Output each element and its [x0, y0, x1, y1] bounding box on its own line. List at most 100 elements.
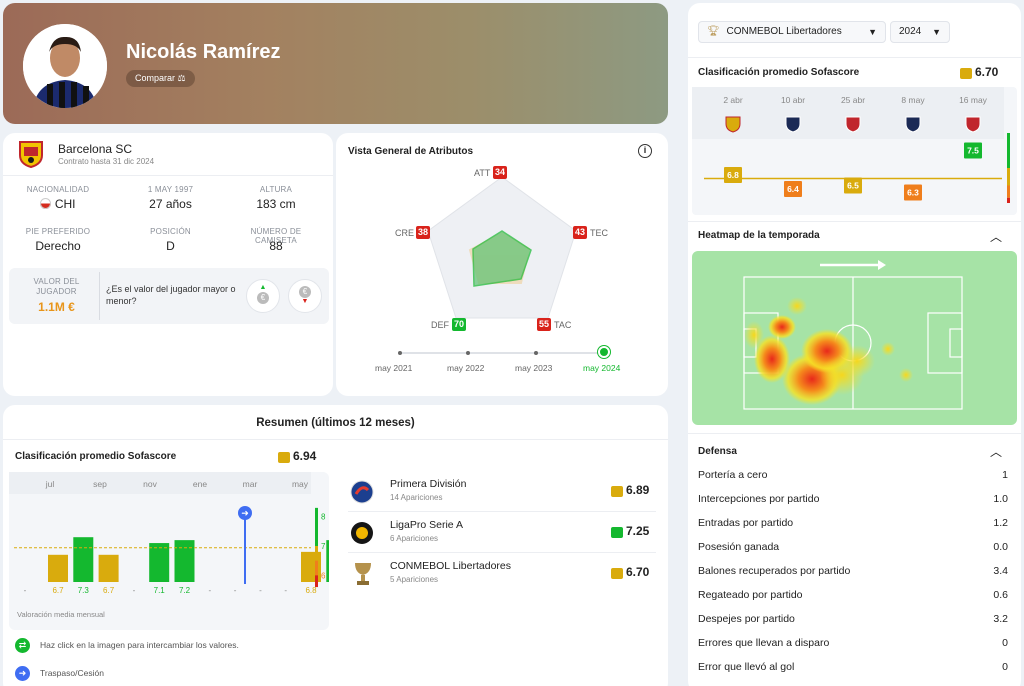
stat-label: Portería a cero [698, 469, 768, 481]
match-rating-label: 6.4 [787, 184, 799, 194]
match-rating-label: 6.3 [907, 188, 919, 198]
primera-division-logo-icon [350, 480, 374, 504]
month-label: may [292, 479, 309, 489]
match-date: 2 abr [723, 95, 743, 105]
season-heatmap [692, 251, 1017, 425]
timeline-label-active[interactable]: may 2024 [583, 363, 621, 373]
stat-value: 3.2 [993, 613, 1008, 625]
attr-value-def: 70 [452, 318, 466, 331]
competition-row[interactable]: Primera División 14 Apariciones 6.89 [348, 472, 656, 512]
contract-text: Contrato hasta 31 dic 2024 [58, 157, 155, 166]
month-label: sep [93, 479, 107, 489]
stat-label: Balones recuperados por partido [698, 565, 851, 577]
competition-apps: 5 Apariciones [390, 575, 439, 584]
match-rating-label: 7.5 [967, 146, 979, 156]
rating-bar [149, 543, 170, 582]
value-label: VALOR DEL JUGADOR [33, 277, 80, 296]
monthly-chart[interactable]: jul sep nov ene mar may - 6.7 7.3 6.7 - 7.1 7.2 - - - - 6… [9, 472, 363, 630]
player-avatar [23, 24, 107, 108]
ligapro-logo-icon [351, 522, 373, 544]
chevron-down-icon: ▼ [932, 27, 941, 37]
timeline-label[interactable]: may 2023 [515, 363, 553, 373]
info-icon[interactable]: i [638, 144, 652, 158]
euro-coin-icon: € [299, 286, 311, 298]
match-date: 25 abr [841, 95, 865, 105]
summary-card: Resumen (últimos 12 meses) Clasificación… [3, 405, 668, 686]
stat-value: 3.4 [993, 565, 1008, 577]
competition-row[interactable]: CONMEBOL Libertadores 5 Apariciones 6.70 [348, 554, 656, 594]
bar-value-label: 6.8 [305, 586, 317, 595]
bar-value-label: - [24, 586, 27, 595]
competition-rating: 7.25 [626, 524, 650, 538]
attr-name-def: DEF [431, 320, 449, 330]
attr-name-tec: TEC [590, 228, 608, 238]
defense-stat-row: Balones recuperados por partido 3.4 [698, 565, 1008, 589]
value-higher-button[interactable]: ▲ € [246, 279, 280, 313]
bar-value-label: 6.7 [103, 586, 115, 595]
defense-stat-row: Intercepciones por partido 1.0 [698, 493, 1008, 517]
rating-swatch [960, 68, 972, 79]
timeline-dot[interactable] [534, 351, 538, 355]
competition-row[interactable]: LigaPro Serie A 6 Apariciones 7.25 [348, 513, 656, 553]
opponent-crest-icon [785, 116, 801, 133]
defense-stat-row: Error que llevó al gol 0 [698, 661, 1008, 685]
month-label: ene [193, 479, 207, 489]
opponent-crest-icon [905, 116, 921, 133]
chevron-up-icon[interactable]: ︿ [990, 445, 1003, 459]
detail-label: POSICIÓN [150, 227, 191, 236]
timeline-label[interactable]: may 2022 [447, 363, 485, 373]
detail-label: 1 MAY 1997 [147, 185, 194, 194]
value-lower-button[interactable]: € ▼ [288, 279, 322, 313]
timeline-dot-active[interactable] [598, 346, 610, 358]
side-panel: 🏆︎ CONMEBOL Libertadores ▼ 2024 ▼ Clasif… [688, 3, 1021, 686]
chevron-up-icon[interactable]: ︿ [990, 230, 1003, 244]
date-header [692, 87, 1004, 139]
detail-label: PIE PREFERIDO [25, 227, 91, 236]
match-rating-chart[interactable]: 2 abr 10 abr 25 abr 8 may 16 may 6.8 6.4 6.5 6.3… [692, 87, 1017, 215]
arrow-down-icon: ▼ [301, 298, 309, 305]
swap-icon[interactable]: ⇄ [15, 638, 30, 653]
height-value: 183 cm [256, 197, 296, 211]
stat-label: Intercepciones por partido [698, 493, 820, 505]
stat-value: 0.6 [993, 589, 1008, 601]
attr-value-tac: 55 [537, 318, 551, 331]
scale-tick: 6 [321, 571, 326, 580]
attributes-title: Vista General de Atributos [348, 146, 474, 157]
bar-value-label: - [133, 586, 136, 595]
season-select[interactable]: 2024 ▼ [890, 21, 950, 43]
value-question: ¿Es el valor del jugador mayor o menor? [106, 284, 236, 306]
detail-label: NACIONALIDAD [26, 185, 90, 194]
match-date: 8 may [901, 95, 925, 105]
stat-value: 0 [1002, 637, 1008, 649]
rating-swatch [611, 568, 623, 579]
market-value: 1.1M € [38, 300, 75, 314]
month-label: mar [243, 479, 258, 489]
bar-value-label: - [234, 586, 237, 595]
transfer-arrow: ➜ [241, 508, 249, 518]
stat-label: Error que llevó al gol [698, 661, 795, 673]
club-name[interactable]: Barcelona SC [58, 142, 133, 156]
competition-name: CONMEBOL Libertadores [390, 560, 511, 572]
player-info-card: Barcelona SC Contrato hasta 31 dic 2024 … [3, 133, 333, 396]
attr-name-att: ATT [474, 168, 491, 178]
bar-value-label: - [259, 586, 262, 595]
side-rating-label: Clasificación promedio Sofascore [698, 67, 860, 78]
bar-value-label: 7.1 [154, 586, 166, 595]
position-value: D [166, 239, 175, 253]
scale-tick: 8 [321, 513, 326, 522]
match-rating-label: 6.8 [727, 170, 739, 180]
player-value-box: VALOR DEL JUGADOR 1.1M € ¿Es el valor de… [9, 268, 329, 324]
attr-name-tac: TAC [554, 320, 572, 330]
timeline-label[interactable]: may 2021 [375, 363, 413, 373]
timeline-dot[interactable] [398, 351, 402, 355]
compare-button[interactable]: Comparar ⚖ [126, 70, 195, 87]
defense-stat-row: Entradas por partido 1.2 [698, 517, 1008, 541]
competition-select[interactable]: 🏆︎ CONMEBOL Libertadores ▼ [698, 21, 886, 43]
trophy-icon: 🏆︎ [707, 26, 720, 37]
rating-bar [98, 554, 119, 582]
attr-name-cre: CRE [395, 228, 415, 238]
scale-segment [1007, 185, 1010, 198]
timeline-dot[interactable] [466, 351, 470, 355]
match-rating-box [844, 177, 862, 194]
scale-segment [1007, 133, 1010, 168]
